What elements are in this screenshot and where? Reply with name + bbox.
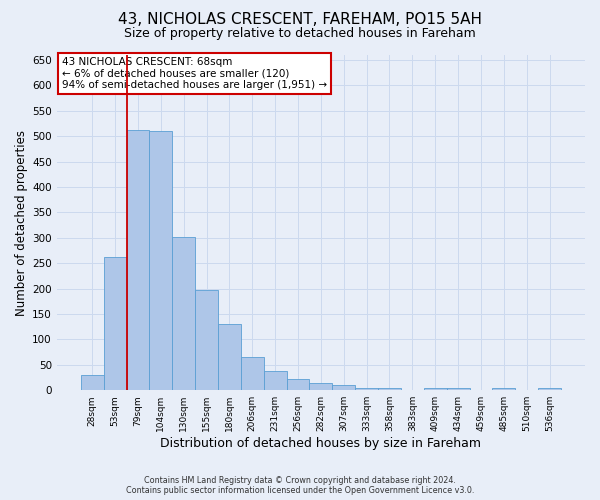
Bar	[355, 388, 378, 390]
Bar	[446, 388, 470, 390]
Bar	[172, 237, 195, 390]
Text: 43, NICHOLAS CRESCENT, FAREHAM, PO15 5AH: 43, NICHOLAS CRESCENT, FAREHAM, PO15 5AH	[118, 12, 482, 28]
Bar	[424, 388, 446, 390]
Bar	[127, 130, 149, 390]
X-axis label: Distribution of detached houses by size in Fareham: Distribution of detached houses by size …	[160, 437, 481, 450]
Bar	[310, 383, 332, 390]
Bar	[287, 379, 310, 390]
Text: 43 NICHOLAS CRESCENT: 68sqm
← 6% of detached houses are smaller (120)
94% of sem: 43 NICHOLAS CRESCENT: 68sqm ← 6% of deta…	[62, 56, 327, 90]
Y-axis label: Number of detached properties: Number of detached properties	[15, 130, 28, 316]
Bar	[104, 257, 127, 390]
Text: Size of property relative to detached houses in Fareham: Size of property relative to detached ho…	[124, 28, 476, 40]
Bar	[241, 357, 264, 390]
Bar	[264, 371, 287, 390]
Bar	[218, 324, 241, 390]
Bar	[332, 385, 355, 390]
Text: Contains HM Land Registry data © Crown copyright and database right 2024.
Contai: Contains HM Land Registry data © Crown c…	[126, 476, 474, 495]
Bar	[378, 388, 401, 390]
Bar	[81, 375, 104, 390]
Bar	[149, 131, 172, 390]
Bar	[538, 388, 561, 390]
Bar	[493, 388, 515, 390]
Bar	[195, 290, 218, 390]
